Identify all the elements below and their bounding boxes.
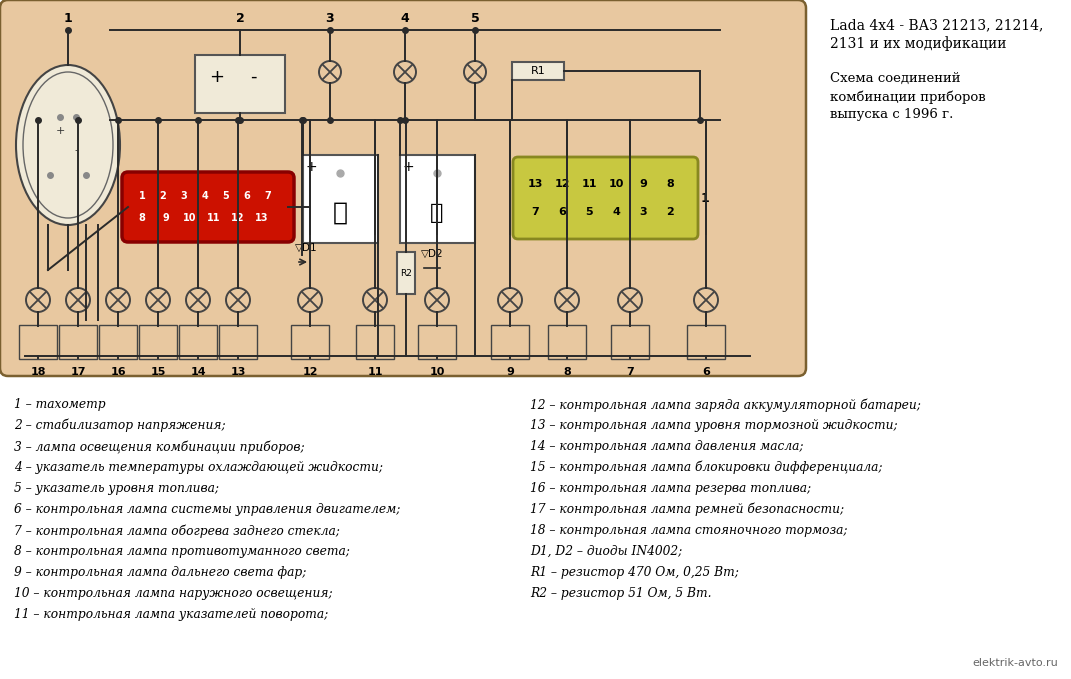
Text: 11: 11: [208, 213, 221, 223]
Circle shape: [363, 288, 387, 312]
Text: D1, D2 – диоды IN4002;: D1, D2 – диоды IN4002;: [530, 545, 682, 558]
FancyBboxPatch shape: [512, 62, 564, 80]
Circle shape: [464, 61, 486, 83]
FancyBboxPatch shape: [399, 155, 476, 243]
Circle shape: [425, 288, 449, 312]
Text: 7: 7: [531, 207, 539, 217]
Text: ⛽: ⛽: [431, 203, 443, 223]
Circle shape: [394, 61, 416, 83]
FancyBboxPatch shape: [687, 325, 725, 359]
Text: 6: 6: [243, 191, 251, 201]
FancyBboxPatch shape: [356, 325, 394, 359]
Text: R2 – резистор 51 Ом, 5 Вт.: R2 – резистор 51 Ом, 5 Вт.: [530, 587, 711, 600]
Text: 2: 2: [666, 207, 674, 217]
Text: 4: 4: [201, 191, 209, 201]
Text: 12: 12: [231, 213, 245, 223]
Text: 1 – тахометр: 1 – тахометр: [14, 398, 106, 411]
Text: 1: 1: [138, 191, 146, 201]
Circle shape: [106, 288, 130, 312]
Circle shape: [555, 288, 579, 312]
Text: 3: 3: [639, 207, 647, 217]
Text: 13: 13: [255, 213, 269, 223]
Text: Схема соединений: Схема соединений: [830, 72, 961, 85]
Text: 6: 6: [558, 207, 565, 217]
Text: 1: 1: [63, 12, 73, 25]
Text: 6 – контрольная лампа системы управления двигателем;: 6 – контрольная лампа системы управления…: [14, 503, 401, 516]
Text: 2: 2: [236, 12, 244, 25]
Text: 11: 11: [582, 179, 597, 189]
FancyBboxPatch shape: [548, 325, 586, 359]
Text: +: +: [305, 160, 317, 174]
Text: 15: 15: [150, 367, 166, 377]
FancyBboxPatch shape: [139, 325, 177, 359]
Circle shape: [186, 288, 210, 312]
Text: 1: 1: [700, 191, 709, 204]
Text: Lada 4x4 - ВАЗ 21213, 21214,: Lada 4x4 - ВАЗ 21213, 21214,: [830, 18, 1043, 32]
Text: +: +: [56, 126, 64, 136]
Text: 13: 13: [527, 179, 543, 189]
Text: 10: 10: [183, 213, 197, 223]
Text: 4: 4: [401, 12, 409, 25]
Text: 11 – контрольная лампа указателей поворота;: 11 – контрольная лампа указателей поворо…: [14, 608, 328, 621]
Text: 8: 8: [666, 179, 674, 189]
FancyBboxPatch shape: [99, 325, 137, 359]
Text: 14: 14: [191, 367, 206, 377]
Text: elektrik-avto.ru: elektrik-avto.ru: [972, 658, 1058, 668]
Text: 8: 8: [563, 367, 571, 377]
FancyBboxPatch shape: [610, 325, 649, 359]
FancyBboxPatch shape: [195, 55, 285, 113]
Text: 11: 11: [367, 367, 382, 377]
Circle shape: [618, 288, 642, 312]
Text: 13: 13: [230, 367, 245, 377]
FancyBboxPatch shape: [303, 155, 378, 243]
Text: 9: 9: [507, 367, 514, 377]
FancyBboxPatch shape: [218, 325, 257, 359]
Circle shape: [694, 288, 718, 312]
Text: 12: 12: [555, 179, 570, 189]
Text: 7 – контрольная лампа обогрева заднего стекла;: 7 – контрольная лампа обогрева заднего с…: [14, 524, 340, 538]
Text: 2131 и их модификации: 2131 и их модификации: [830, 36, 1007, 51]
Text: 7: 7: [627, 367, 634, 377]
FancyBboxPatch shape: [491, 325, 529, 359]
Text: R1: R1: [530, 66, 545, 76]
Text: R1 – резистор 470 Ом, 0,25 Вт;: R1 – резистор 470 Ом, 0,25 Вт;: [530, 566, 739, 579]
Text: 15 – контрольная лампа блокировки дифференциала;: 15 – контрольная лампа блокировки диффер…: [530, 461, 883, 475]
FancyBboxPatch shape: [0, 0, 806, 376]
Text: 12 – контрольная лампа заряда аккумуляторной батареи;: 12 – контрольная лампа заряда аккумулято…: [530, 398, 921, 411]
Circle shape: [146, 288, 170, 312]
Text: 12: 12: [302, 367, 318, 377]
Text: 17: 17: [71, 367, 86, 377]
Text: 4: 4: [612, 207, 620, 217]
Text: 14 – контрольная лампа давления масла;: 14 – контрольная лампа давления масла;: [530, 440, 803, 453]
Text: 13 – контрольная лампа уровня тормозной жидкости;: 13 – контрольная лампа уровня тормозной …: [530, 419, 897, 432]
Circle shape: [26, 288, 50, 312]
Text: 3: 3: [181, 191, 187, 201]
Text: -: -: [250, 68, 256, 86]
Text: 3: 3: [326, 12, 334, 25]
FancyBboxPatch shape: [513, 157, 698, 239]
Text: 5: 5: [223, 191, 229, 201]
Text: 18 – контрольная лампа стояночного тормоза;: 18 – контрольная лампа стояночного тормо…: [530, 524, 847, 537]
FancyBboxPatch shape: [122, 172, 295, 242]
Text: 6: 6: [703, 367, 710, 377]
FancyBboxPatch shape: [418, 325, 456, 359]
Ellipse shape: [16, 65, 120, 225]
Text: 10: 10: [429, 367, 444, 377]
Text: 5: 5: [470, 12, 480, 25]
Circle shape: [498, 288, 522, 312]
Text: 10 – контрольная лампа наружного освещения;: 10 – контрольная лампа наружного освещен…: [14, 587, 333, 600]
Text: 5: 5: [585, 207, 593, 217]
Text: 8 – контрольная лампа противотуманного света;: 8 – контрольная лампа противотуманного с…: [14, 545, 350, 558]
Text: -: -: [74, 145, 78, 155]
Text: 7: 7: [265, 191, 271, 201]
Text: 🌡: 🌡: [332, 201, 347, 225]
Circle shape: [319, 61, 341, 83]
Text: комбинации приборов: комбинации приборов: [830, 90, 985, 103]
FancyBboxPatch shape: [397, 252, 414, 294]
Text: 4 – указатель температуры охлаждающей жидкости;: 4 – указатель температуры охлаждающей жи…: [14, 461, 383, 474]
Text: 2: 2: [160, 191, 166, 201]
Text: 16 – контрольная лампа резерва топлива;: 16 – контрольная лампа резерва топлива;: [530, 482, 811, 495]
Text: 10: 10: [608, 179, 623, 189]
Text: R2: R2: [401, 268, 412, 278]
